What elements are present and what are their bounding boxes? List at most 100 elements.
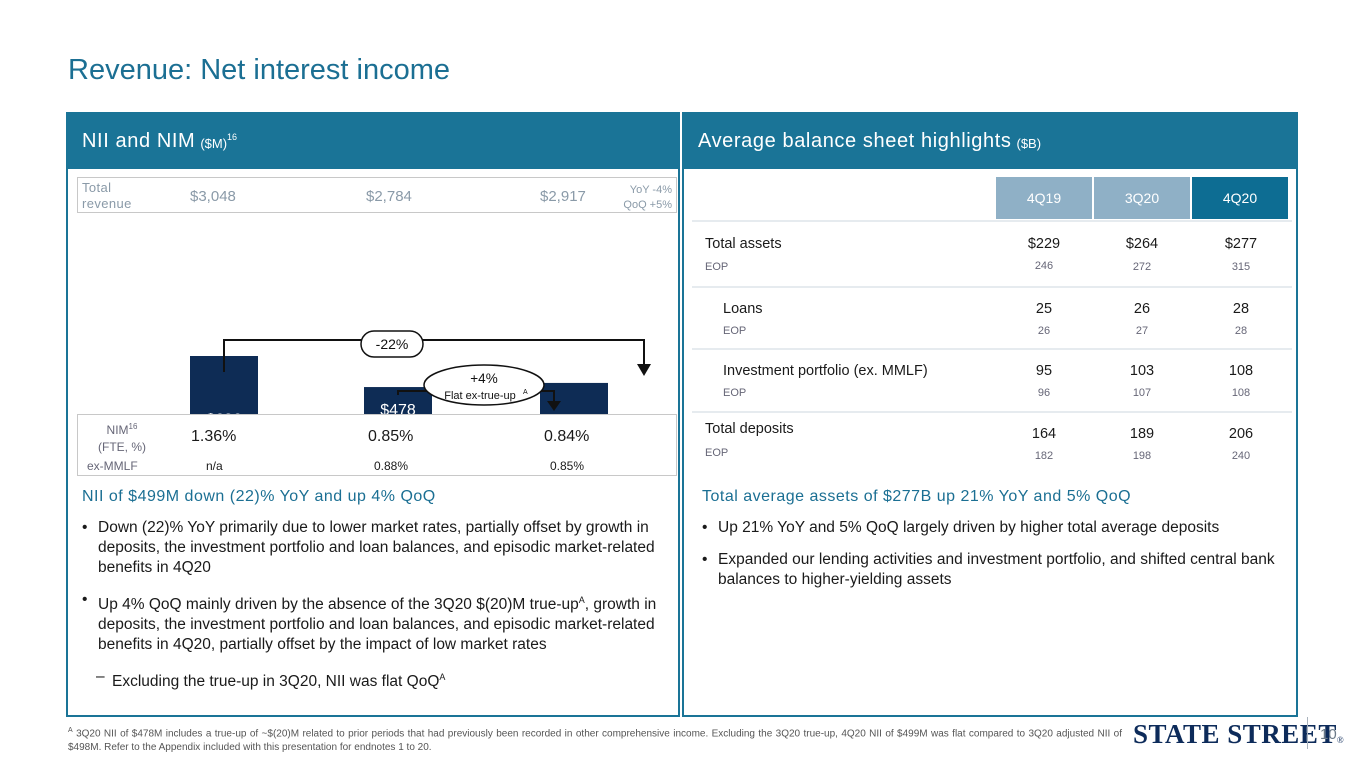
footnote-text: 3Q20 NII of $478M includes a true-up of …: [68, 728, 1122, 754]
yoy-badge: [360, 330, 424, 358]
nim-label-sub: (FTE, %): [98, 440, 146, 454]
total-deposits-3q20: 189: [1129, 426, 1155, 442]
table-divider: [692, 286, 1292, 288]
balance-sheet-bullet: Up 21% YoY and 5% QoQ largely driven by …: [702, 518, 1292, 538]
balance-sheet-panel: Average balance sheet highlights ($B) 4Q…: [682, 112, 1298, 717]
investment-portfolio-4q20: 108: [1228, 363, 1254, 379]
balance-sheet-commentary: Total average assets of $277B up 21% YoY…: [702, 488, 1292, 590]
investment-portfolio-eop-4q20: 108: [1231, 387, 1251, 399]
nim-value-4q20: 0.84%: [544, 428, 590, 445]
bar-value-label: $636: [206, 412, 242, 415]
revenue-value-4q20: $2,917: [540, 188, 586, 205]
loans-4q19: 25: [1035, 301, 1053, 317]
total-deposits-4q19: 164: [1031, 426, 1057, 442]
yoy-connector: [223, 339, 645, 372]
qoq-arrowhead: [547, 401, 561, 411]
logo-text: STATE STREET: [1133, 719, 1337, 749]
eop-label: EOP: [723, 387, 747, 399]
column-header-4q19: 4Q19: [996, 177, 1092, 219]
logo-trademark: ®: [1336, 735, 1345, 745]
loans-eop-3q20: 27: [1135, 325, 1149, 337]
nii-bullet-yoy: Down (22)% YoY primarily due to lower ma…: [82, 518, 662, 578]
nii-bullet-qoq: Up 4% QoQ mainly driven by the absence o…: [82, 590, 662, 655]
eop-label: EOP: [705, 447, 729, 459]
total-deposits-eop-4q19: 182: [1034, 450, 1054, 462]
balance-sheet-bullet: Expanded our lending activities and inve…: [702, 550, 1292, 590]
qoq-note-footnote: A: [523, 389, 528, 396]
nim-row: NIM16 (FTE, %) 1.36% 0.85% 0.84% ex-MMLF…: [77, 414, 677, 476]
revenue-value-3q20: $2,784: [366, 188, 412, 205]
column-header-4q20: 4Q20: [1192, 177, 1288, 219]
nii-bullet-qoq-footnote: A: [578, 595, 585, 605]
nii-sub-bullet: Excluding the true-up in 3Q20, NII was f…: [82, 667, 662, 692]
yoy-change-label: -22%: [376, 336, 409, 352]
qoq-badge: [423, 364, 545, 406]
footnote-marker: A: [68, 727, 73, 734]
table-divider: [692, 411, 1292, 413]
nim-label-text: NIM: [106, 423, 129, 437]
loans-eop-4q20: 28: [1234, 325, 1248, 337]
eop-label: EOP: [705, 261, 729, 273]
state-street-logo: STATE STREET®: [1133, 719, 1344, 750]
nii-sub-bullet-text: Excluding the true-up in 3Q20, NII was f…: [112, 673, 440, 691]
balance-sheet-subheading: Total average assets of $277B up 21% YoY…: [702, 488, 1132, 505]
investment-portfolio-4q19: 95: [1035, 363, 1053, 379]
nii-nim-panel-header: NII and NIM ($M) 16: [68, 114, 678, 169]
total-deposits-4q20: 206: [1228, 426, 1254, 442]
nii-bullet-qoq-lead: Up 4% QoQ mainly driven by the absence o…: [98, 596, 579, 614]
nim-value-4q19: 1.36%: [191, 428, 237, 445]
column-header-3q20: 3Q20: [1094, 177, 1190, 219]
investment-portfolio-eop-4q19: 96: [1037, 387, 1051, 399]
nim-label: NIM16 (FTE, %): [98, 418, 146, 456]
ex-mmlf-label: ex-MMLF: [87, 459, 138, 473]
revenue-yoy: YoY -4%: [629, 184, 672, 196]
footnote: A 3Q20 NII of $478M includes a true-up o…: [68, 724, 1122, 755]
nii-nim-panel: NII and NIM ($M) 16 Total revenue $3,048…: [66, 112, 680, 717]
total-deposits-eop-4q20: 240: [1231, 450, 1251, 462]
ex-mmlf-value-4q19: n/a: [206, 459, 223, 473]
total-assets-eop-3q20: 272: [1132, 261, 1152, 273]
nim-label-endnote: 16: [128, 422, 138, 431]
investment-portfolio-3q20: 103: [1129, 363, 1155, 379]
row-label-investment-portfolio: Investment portfolio (ex. MMLF): [723, 363, 928, 379]
yoy-arrowhead: [637, 364, 651, 376]
logo-divider: [1307, 717, 1308, 749]
table-divider: [692, 220, 1292, 222]
nii-bar-chart: $636$478$498 ex-true-up$499 -22% +4% Fla…: [190, 330, 651, 415]
nii-commentary: NII of $499M down (22)% YoY and up 4% Qo…: [82, 488, 662, 692]
panel-header-unit: ($B): [1016, 136, 1042, 151]
total-assets-4q19: $229: [1027, 236, 1061, 252]
revenue-value-4q19: $3,048: [190, 188, 236, 205]
nii-sub-bullet-footnote: A: [439, 672, 446, 683]
ex-mmlf-value-4q20: 0.85%: [550, 459, 585, 473]
total-assets-3q20: $264: [1125, 236, 1159, 252]
nii-bullet-qoq-rest: growth in deposits, the investment portf…: [98, 596, 657, 654]
total-assets-eop-4q20: 315: [1231, 261, 1251, 273]
balance-sheet-panel-header: Average balance sheet highlights ($B): [684, 114, 1296, 169]
revenue-qoq: QoQ +5%: [623, 199, 672, 211]
loans-3q20: 26: [1133, 301, 1151, 317]
ex-mmlf-value-3q20: 0.88%: [374, 459, 409, 473]
row-label-total-deposits: Total deposits: [705, 421, 794, 437]
panel-header-title: Average balance sheet highlights: [698, 130, 1012, 152]
eop-label: EOP: [723, 325, 747, 337]
page-number: 10: [1320, 726, 1337, 743]
nim-value-3q20: 0.85%: [368, 428, 414, 445]
revenue-change: YoY -4% QoQ +5%: [623, 183, 672, 213]
loans-eop-4q19: 26: [1037, 325, 1051, 337]
total-assets-eop-4q19: 246: [1034, 260, 1054, 272]
page-title: Revenue: Net interest income: [68, 54, 451, 86]
nii-subheading: NII of $499M down (22)% YoY and up 4% Qo…: [82, 488, 436, 505]
row-label-total-assets: Total assets: [705, 236, 782, 252]
loans-4q20: 28: [1232, 301, 1250, 317]
row-label-loans: Loans: [723, 301, 763, 317]
total-revenue-row: Total revenue $3,048 $2,784 $2,917 YoY -…: [77, 177, 677, 213]
panel-header-unit: ($M): [200, 136, 228, 151]
total-assets-4q20: $277: [1224, 236, 1258, 252]
panel-header-title: NII and NIM: [82, 130, 196, 152]
total-deposits-eop-3q20: 198: [1132, 450, 1152, 462]
bar-4q20: [540, 382, 608, 414]
panel-header-endnote: 16: [227, 132, 238, 142]
qoq-change-label: +4%: [470, 371, 497, 386]
qoq-note: Flat ex-true-up: [444, 390, 516, 402]
